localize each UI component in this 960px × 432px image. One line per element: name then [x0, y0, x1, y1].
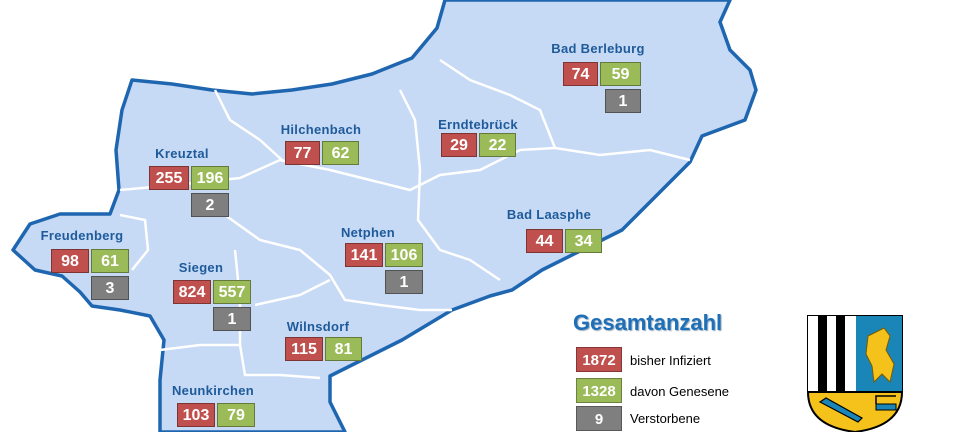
deceased-count-kreuztal: 2 — [191, 193, 229, 217]
recovered-count-hilchenbach: 62 — [322, 141, 359, 165]
infected-count-bad-berleburg: 74 — [563, 62, 598, 86]
infected-count-erndtebr-ck: 29 — [441, 133, 477, 157]
recovered-count-wilnsdorf: 81 — [325, 337, 362, 361]
legend-infected-box: 1872 — [576, 347, 622, 372]
recovered-count-netphen: 106 — [385, 243, 423, 267]
legend-recovered-label: davon Genesene — [630, 384, 730, 399]
deceased-count-netphen: 1 — [385, 270, 423, 294]
district-name-neunkirchen: Neunkirchen — [171, 383, 255, 398]
infected-count-neunkirchen: 103 — [177, 403, 215, 427]
deceased-count-siegen: 1 — [213, 307, 251, 331]
legend-deceased-box: 9 — [576, 406, 622, 431]
infected-count-siegen: 824 — [173, 280, 211, 304]
legend-recovered-box: 1328 — [576, 378, 622, 403]
district-name-erndtebr-ck: Erndtebrück — [438, 117, 518, 132]
infected-count-bad-laasphe: 44 — [526, 229, 563, 253]
coat-of-arms-icon — [807, 315, 903, 432]
district-name-freudenberg: Freudenberg — [40, 228, 124, 243]
district-name-bad-berleburg: Bad Berleburg — [551, 41, 645, 56]
region-outline — [11, 0, 758, 432]
recovered-count-erndtebr-ck: 22 — [479, 133, 516, 157]
infected-count-netphen: 141 — [345, 243, 383, 267]
recovered-count-kreuztal: 196 — [191, 166, 229, 190]
legend-title: Gesamtanzahl — [573, 310, 723, 335]
district-name-kreuztal: Kreuztal — [155, 146, 209, 161]
district-name-wilnsdorf: Wilnsdorf — [286, 319, 350, 334]
district-name-hilchenbach: Hilchenbach — [280, 122, 362, 137]
legend-infected-label: bisher Infiziert — [630, 353, 711, 368]
deceased-count-bad-berleburg: 1 — [605, 89, 641, 113]
deceased-count-freudenberg: 3 — [91, 276, 129, 300]
infected-count-wilnsdorf: 115 — [285, 337, 323, 361]
recovered-count-bad-berleburg: 59 — [600, 62, 641, 86]
recovered-count-siegen: 557 — [213, 280, 251, 304]
infected-count-freudenberg: 98 — [51, 249, 89, 273]
recovered-count-bad-laasphe: 34 — [565, 229, 602, 253]
legend-deceased-label: Verstorbene — [630, 411, 701, 426]
recovered-count-freudenberg: 61 — [91, 249, 129, 273]
infected-count-kreuztal: 255 — [149, 166, 189, 190]
district-name-siegen: Siegen — [178, 260, 224, 275]
district-name-bad-laasphe: Bad Laasphe — [506, 207, 592, 222]
district-name-netphen: Netphen — [340, 225, 396, 240]
infected-count-hilchenbach: 77 — [285, 141, 320, 165]
recovered-count-neunkirchen: 79 — [217, 403, 255, 427]
